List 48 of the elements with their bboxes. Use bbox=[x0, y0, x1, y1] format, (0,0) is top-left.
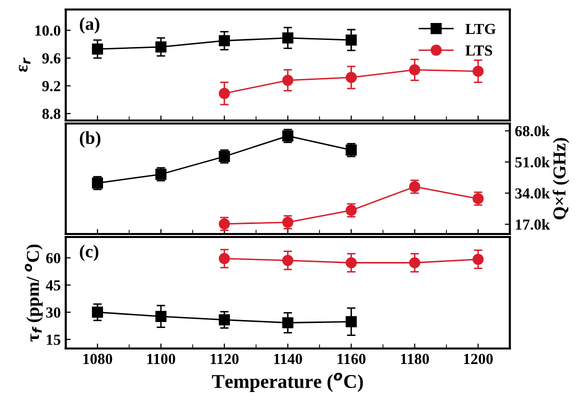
y-tick-label: 9.6 bbox=[42, 53, 60, 64]
y-tick-label: 8.8 bbox=[42, 108, 60, 120]
y-tick-label: 9.2 bbox=[42, 80, 60, 92]
point bbox=[346, 72, 357, 84]
y-tick-label: 45 bbox=[46, 280, 60, 290]
x-tick-label: 1120 bbox=[210, 354, 239, 364]
legend-label: LTG bbox=[465, 24, 496, 34]
x-tick-label: 1080 bbox=[83, 354, 112, 364]
point bbox=[218, 35, 230, 46]
point bbox=[472, 66, 484, 77]
x-tick-label: 1200 bbox=[464, 354, 493, 364]
point bbox=[282, 74, 294, 86]
point bbox=[409, 64, 420, 76]
x-tick-label: 1180 bbox=[401, 354, 429, 364]
x-tick-label: 1160 bbox=[338, 354, 366, 364]
point bbox=[346, 34, 357, 46]
point bbox=[346, 257, 357, 268]
legend-label: LTS bbox=[465, 45, 492, 56]
y2-axis-title: Q×f (GHz) bbox=[552, 138, 570, 220]
y-tick-label: 10.0 bbox=[35, 25, 60, 36]
point bbox=[346, 316, 357, 328]
y-axis-title: ε$_{r}$ bbox=[18, 58, 30, 72]
annotation: (c) bbox=[80, 244, 98, 262]
point bbox=[218, 88, 230, 99]
point bbox=[155, 41, 166, 53]
point bbox=[218, 314, 230, 326]
point bbox=[92, 306, 104, 318]
x-axis-title: Temperature ($^{o}$C) bbox=[212, 372, 363, 392]
point bbox=[472, 254, 484, 265]
point bbox=[282, 317, 294, 328]
point bbox=[155, 310, 166, 322]
point bbox=[409, 257, 420, 268]
point bbox=[282, 32, 294, 44]
y2-tick-label: 34.0k bbox=[515, 188, 550, 199]
point bbox=[92, 43, 104, 55]
y-axis-title: τ$_{f}$ (ppm/ $^{o}$C) bbox=[24, 244, 43, 342]
annotation: (a) bbox=[80, 17, 100, 34]
y-tick-label: 60 bbox=[46, 252, 60, 264]
y-tick-label: 15 bbox=[46, 334, 60, 345]
y2-tick-label: 68.0k bbox=[515, 126, 550, 136]
y-tick-label: 30 bbox=[46, 307, 60, 318]
annotation: (b) bbox=[80, 131, 100, 148]
y2-tick-label: 17.0k bbox=[516, 218, 550, 230]
point bbox=[218, 253, 230, 264]
point bbox=[282, 254, 294, 266]
x-tick-label: 1140 bbox=[274, 354, 302, 364]
x-tick-label: 1100 bbox=[147, 354, 176, 364]
y2-tick-label: 51.0k bbox=[515, 156, 550, 168]
